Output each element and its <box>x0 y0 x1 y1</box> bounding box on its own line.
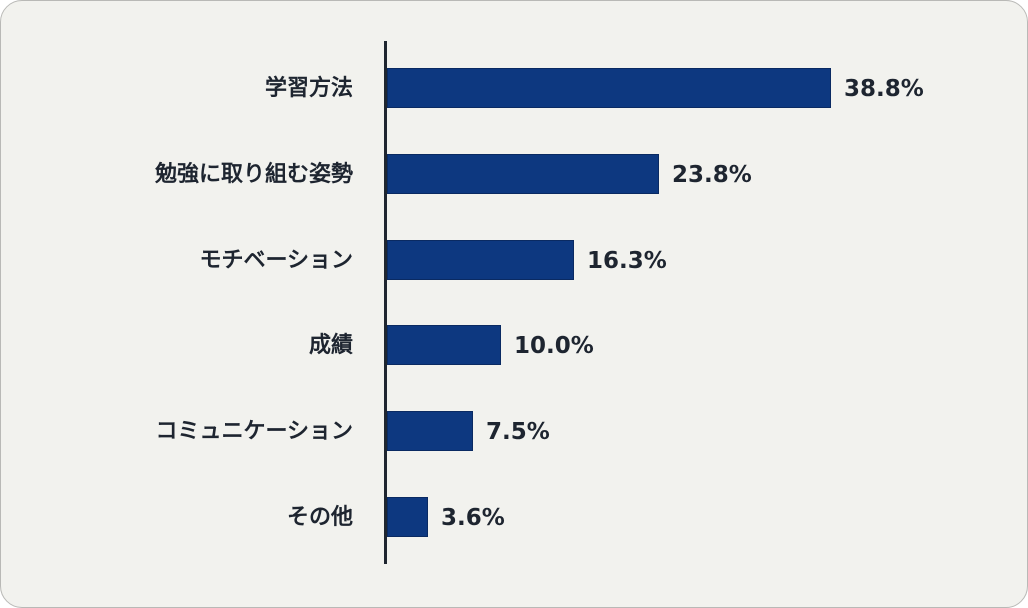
bar-row: 勉強に取り組む姿勢 23.8% <box>1 154 1028 196</box>
bar <box>387 154 659 194</box>
value-label: 3.6% <box>441 505 505 531</box>
category-label: その他 <box>286 505 353 530</box>
value-label: 10.0% <box>514 333 594 359</box>
bar <box>387 497 428 537</box>
category-label: モチベーション <box>199 248 353 273</box>
bar <box>387 411 473 451</box>
bar-row: 成績 10.0% <box>1 325 1028 367</box>
category-label: 成績 <box>308 333 353 358</box>
value-label: 7.5% <box>486 419 550 445</box>
bar-row: その他 3.6% <box>1 497 1028 539</box>
bar-row: 学習方法 38.8% <box>1 68 1028 110</box>
category-label: コミュニケーション <box>155 419 353 444</box>
bar <box>387 68 831 108</box>
bar <box>387 240 574 280</box>
y-axis-line <box>384 41 387 564</box>
bar <box>387 325 501 365</box>
value-label: 16.3% <box>587 248 667 274</box>
value-label: 23.8% <box>672 162 752 188</box>
category-label: 学習方法 <box>264 76 353 101</box>
bar-row: コミュニケーション 7.5% <box>1 411 1028 453</box>
bar-row: モチベーション 16.3% <box>1 240 1028 282</box>
category-label: 勉強に取り組む姿勢 <box>154 162 353 187</box>
value-label: 38.8% <box>844 76 924 102</box>
